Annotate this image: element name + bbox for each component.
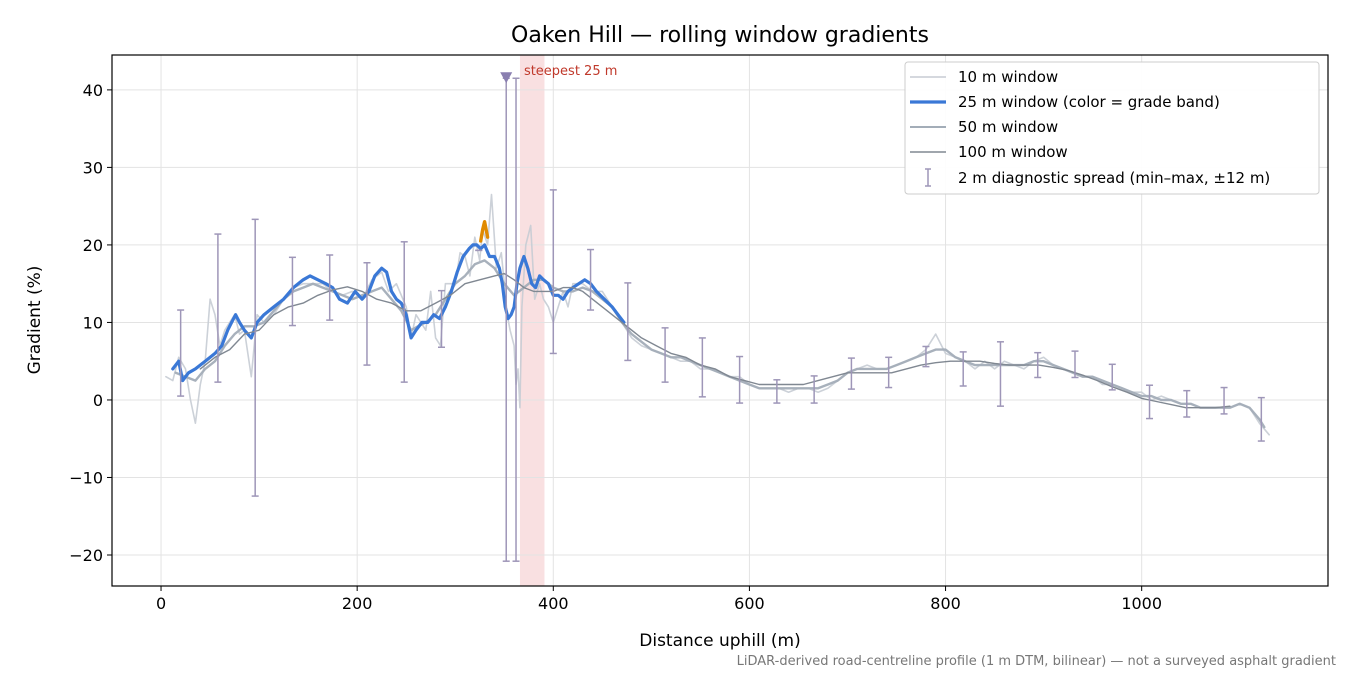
- y-tick-label: 10: [83, 313, 103, 332]
- y-tick-label: −20: [69, 546, 103, 565]
- errorbar: [251, 218, 259, 497]
- errorbar: [698, 337, 706, 398]
- errorbar: [1146, 384, 1154, 420]
- errorbar: [922, 345, 930, 368]
- y-axis-label: Gradient (%): [25, 266, 45, 375]
- y-tick-label: 30: [83, 158, 103, 177]
- series-line-25m: [479, 220, 490, 243]
- legend-label-25m: 25 m window (color = grade band): [958, 93, 1220, 111]
- y-tick-label: 20: [83, 236, 103, 255]
- errorbar: [214, 233, 222, 383]
- x-axis-label: Distance uphill (m): [639, 631, 800, 651]
- errorbar: [549, 189, 557, 355]
- plot-frame: [111, 54, 1329, 587]
- y-tick-label: 0: [93, 391, 103, 410]
- series-layer: [165, 193, 1270, 436]
- errorbar: [885, 356, 893, 389]
- errorbar: [288, 256, 296, 327]
- legend-box: [904, 61, 1320, 195]
- errorbar: [810, 375, 818, 404]
- x-tick-label: 200: [342, 594, 373, 613]
- errorbar: [1220, 386, 1228, 415]
- errorbar: [512, 77, 520, 562]
- y-tick-label: −10: [69, 468, 103, 487]
- errorbar: [1108, 363, 1116, 391]
- steepest-marker-triangle: [500, 72, 513, 84]
- legend: 10 m window 25 m window (color = grade b…: [904, 61, 1320, 195]
- errorbar: [624, 282, 632, 362]
- errorbar: [1034, 351, 1042, 379]
- chart-title: Oaken Hill — rolling window gradients: [511, 23, 929, 48]
- y-tick-label: 40: [83, 81, 103, 100]
- footnote: LiDAR-derived road-centreline profile (1…: [737, 654, 1336, 669]
- grid-lines: [112, 55, 1328, 586]
- legend-label-10m: 10 m window: [958, 68, 1058, 86]
- errorbar: [959, 351, 967, 387]
- y-axis-ticks: −20 −10 0 10 20 30 40: [69, 81, 112, 565]
- series-line-100m: [199, 272, 1231, 409]
- errorbar: [1257, 396, 1265, 442]
- x-axis-ticks: 0 200 400 600 800 1000: [156, 586, 1162, 613]
- x-tick-label: 600: [734, 594, 765, 613]
- x-tick-label: 1000: [1121, 594, 1162, 613]
- errorbar: [363, 261, 371, 366]
- errorbar: [736, 355, 744, 404]
- errorbar-layer: [177, 77, 1265, 562]
- errorbar: [773, 379, 781, 404]
- errorbar: [177, 309, 185, 397]
- series-line-25m: [171, 243, 626, 383]
- errorbar: [400, 241, 408, 383]
- x-tick-label: 400: [538, 594, 569, 613]
- steepest-annotation: steepest 25 m: [524, 64, 617, 79]
- x-tick-label: 800: [930, 594, 961, 613]
- errorbar: [847, 357, 855, 390]
- x-tick-label: 0: [156, 594, 166, 613]
- errorbar: [587, 248, 595, 311]
- steepest-segment-band: [519, 55, 545, 586]
- legend-swatch-errorbar: [925, 168, 931, 187]
- legend-label-50m: 50 m window: [958, 118, 1058, 136]
- legend-label-errorbar: 2 m diagnostic spread (min–max, ±12 m): [958, 169, 1270, 187]
- marker-layer: [500, 72, 513, 84]
- errorbar: [1071, 350, 1079, 379]
- errorbar: [1183, 389, 1191, 418]
- errorbar: [437, 289, 445, 348]
- errorbar: [661, 327, 669, 383]
- legend-label-100m: 100 m window: [958, 143, 1068, 161]
- errorbar: [326, 254, 334, 321]
- errorbar: [996, 341, 1004, 407]
